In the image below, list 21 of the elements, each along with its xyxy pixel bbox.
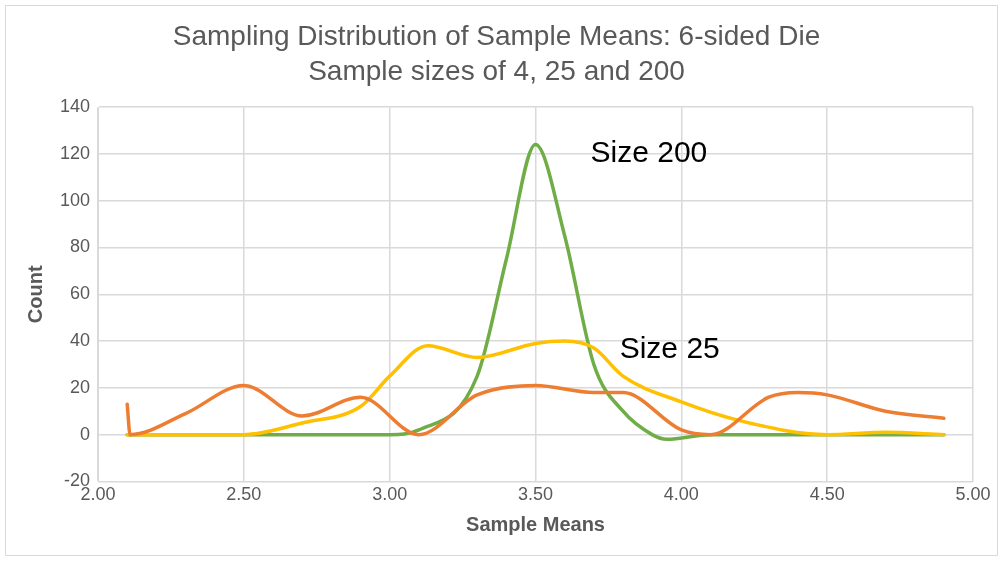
x-tick-label: 4.50 <box>809 484 845 505</box>
x-tick-label: 3.50 <box>517 484 554 505</box>
y-tick-label: 60 <box>70 283 91 304</box>
y-tick-label: 40 <box>70 330 91 351</box>
chart-subtitle: Sample sizes of 4, 25 and 200 <box>308 55 685 87</box>
series-label: Size 25 <box>619 331 720 365</box>
y-tick-label: 100 <box>59 189 91 210</box>
y-tick-label: 80 <box>70 236 91 257</box>
x-tick-label: 5.00 <box>955 484 991 505</box>
y-tick-label: 120 <box>59 142 91 163</box>
x-axis-title: Sample Means <box>466 512 605 535</box>
y-tick-label: 20 <box>70 376 91 397</box>
y-axis-title: Count <box>23 265 46 324</box>
line-series <box>125 383 946 437</box>
series-label: Size 200 <box>590 134 708 168</box>
x-tick-label: 4.00 <box>663 484 699 505</box>
y-tick-label: 140 <box>59 96 91 117</box>
x-tick-label: 2.50 <box>226 484 262 505</box>
chart-title: Sampling Distribution of Sample Means: 6-sided Die <box>172 19 821 51</box>
x-tick-label: 3.00 <box>372 484 408 505</box>
y-tick-label: 0 <box>80 423 91 444</box>
